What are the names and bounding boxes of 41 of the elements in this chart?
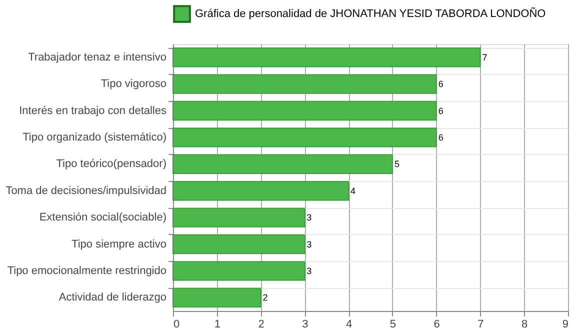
y-tick-label: Tipo teórico(pensador) — [56, 158, 166, 170]
data-label: 2 — [262, 292, 268, 303]
y-tick-label: Extensión social(sociable) — [39, 212, 166, 224]
data-label: 7 — [482, 52, 488, 62]
y-tick-label: Tipo organizado (sistemático) — [22, 131, 166, 144]
x-tick-label: 3 — [302, 318, 308, 330]
data-label: 6 — [438, 79, 444, 90]
y-tick-label: Tipo vigoroso — [100, 78, 166, 90]
x-tick-label: 9 — [562, 318, 568, 330]
y-tick-label: Interés en trabajo con detalles — [19, 104, 167, 117]
bar — [172, 208, 306, 228]
data-label: 5 — [394, 159, 400, 170]
x-tick-label: 2 — [258, 318, 264, 330]
bar — [172, 128, 437, 148]
y-tick-label: Tipo siempre activo — [72, 238, 166, 250]
bar — [172, 100, 437, 121]
x-tick-label: 6 — [434, 318, 440, 330]
bar — [172, 48, 481, 68]
bar — [172, 261, 306, 281]
y-tick-label: Trabajador tenaz e intensivo — [28, 51, 166, 64]
y-tick-label: Toma de decisiones/impulsividad — [6, 184, 166, 197]
legend-label: Gráfica de personalidad de JHONATHAN YESID TABORDA LONDOÑO — [195, 7, 546, 20]
y-tick-label: Actividad de liderazgo — [58, 292, 166, 304]
y-tick-label: Tipo emocionalmente restringido — [7, 264, 166, 277]
x-tick-label: 4 — [346, 318, 352, 330]
bar — [172, 154, 393, 174]
data-label: 4 — [350, 186, 356, 196]
bar — [172, 234, 306, 254]
data-label: 6 — [438, 132, 444, 142]
x-tick-label: 8 — [522, 318, 528, 330]
x-tick-label: 1 — [214, 318, 220, 330]
x-tick-label: 7 — [478, 318, 484, 330]
data-label: 3 — [306, 266, 312, 276]
data-label: 3 — [306, 239, 312, 250]
x-tick-label: 0 — [174, 318, 180, 330]
data-label: 6 — [438, 106, 444, 116]
bar — [172, 288, 262, 308]
data-label: 3 — [306, 212, 312, 223]
bar — [172, 74, 437, 94]
bar — [172, 181, 350, 201]
x-tick-label: 5 — [390, 318, 396, 330]
